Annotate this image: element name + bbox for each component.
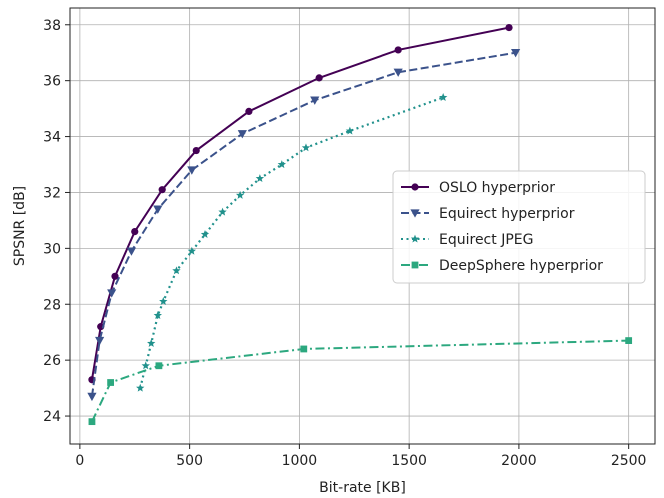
data-point: [393, 68, 403, 77]
legend-marker: [410, 234, 420, 243]
legend-item: OSLO hyperprior: [401, 180, 555, 196]
data-point: [345, 126, 355, 135]
y-tick-label: 26: [43, 353, 61, 369]
legend-marker: [411, 261, 419, 269]
data-point: [218, 207, 227, 216]
y-tick-label: 38: [43, 18, 61, 34]
data-point: [141, 361, 150, 370]
data-point: [111, 272, 119, 280]
legend-label: Equirect JPEG: [439, 232, 533, 248]
data-point: [172, 266, 181, 275]
x-tick-label: 1000: [282, 453, 318, 469]
legend-item: DeepSphere hyperprior: [401, 258, 603, 274]
data-point: [245, 107, 253, 116]
series-line: [90, 51, 516, 397]
legend-item: Equirect JPEG: [401, 232, 533, 248]
data-point: [237, 130, 247, 139]
data-point: [88, 418, 96, 426]
series-line: [91, 339, 629, 423]
data-point: [107, 289, 117, 298]
data-point: [158, 186, 166, 194]
data-point: [625, 337, 633, 344]
data-point: [315, 74, 323, 82]
x-tick-label: 500: [176, 453, 203, 469]
data-point: [511, 49, 521, 58]
series-line: [139, 96, 444, 389]
legend-marker: [410, 209, 420, 218]
x-tick-label: 2500: [611, 453, 647, 469]
series-2: [136, 93, 448, 392]
x-axis-label: Bit-rate [KB]: [319, 480, 406, 496]
data-point: [301, 143, 311, 152]
data-point: [505, 23, 513, 32]
legend-marker: [411, 183, 419, 191]
data-point: [87, 392, 97, 402]
y-tick-label: 28: [43, 297, 61, 313]
data-point: [438, 93, 448, 101]
legend-label: DeepSphere hyperprior: [439, 258, 603, 274]
series-0: [88, 23, 513, 384]
legend-box: [392, 170, 646, 284]
y-axis-label: SPSNR [dB]: [12, 186, 28, 266]
legend-label: Equirect hyperprior: [439, 206, 575, 222]
data-point: [153, 205, 163, 214]
data-point: [136, 383, 145, 392]
axis-ticks: 0 500 1000 1500 2000 2500 24 26 28 30 32 34 36 38: [43, 18, 646, 469]
data-point: [310, 96, 320, 105]
data-point: [95, 336, 105, 346]
data-point: [277, 160, 287, 169]
data-point: [187, 246, 197, 255]
y-tick-label: 34: [43, 130, 61, 146]
data-point: [159, 297, 168, 306]
data-point: [192, 146, 200, 155]
legend-item: Equirect hyperprior: [401, 206, 575, 222]
data-point: [255, 174, 265, 183]
x-tick-label: 1500: [391, 453, 427, 469]
y-tick-label: 36: [43, 74, 61, 90]
data-point: [394, 46, 402, 54]
data-point: [107, 379, 115, 386]
data-point: [153, 311, 162, 319]
data-point: [131, 227, 139, 236]
x-tick-label: 0: [75, 453, 84, 469]
data-point: [187, 166, 197, 175]
series-layer: [87, 23, 633, 426]
data-point: [147, 338, 156, 347]
series-1: [87, 49, 521, 402]
series-3: [88, 337, 633, 426]
series-line: [90, 26, 510, 380]
data-point: [126, 247, 137, 256]
data-point: [155, 362, 163, 370]
y-tick-label: 30: [43, 241, 61, 257]
legend: OSLO hyperprior Equirect hyperprior Equire…: [392, 170, 646, 284]
data-point: [200, 229, 210, 238]
data-point: [97, 323, 105, 331]
plot-frame: [69, 7, 656, 445]
data-point: [235, 190, 245, 199]
y-tick-label: 24: [43, 409, 61, 425]
legend-label: OSLO hyperprior: [439, 180, 555, 196]
y-tick-label: 32: [43, 185, 61, 201]
data-point: [300, 345, 308, 353]
x-tick-label: 2000: [501, 453, 537, 469]
